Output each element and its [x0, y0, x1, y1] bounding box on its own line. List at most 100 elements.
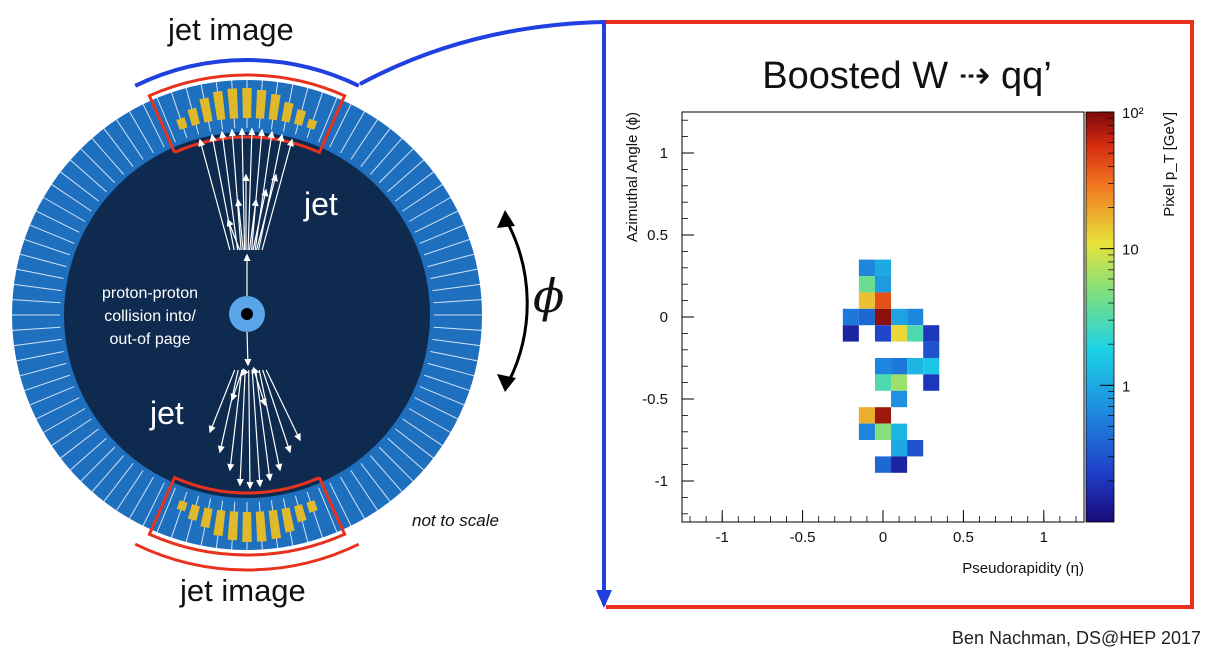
calorimeter-cell-divider — [13, 338, 62, 347]
calorimeter-cell-divider — [116, 119, 144, 160]
track — [247, 128, 253, 251]
track-arrowhead — [275, 463, 283, 472]
calorimeter-cell-divider — [103, 463, 134, 502]
collision-label-line1: proton-proton — [102, 285, 198, 302]
track — [255, 174, 277, 251]
track-arrowhead — [277, 133, 285, 142]
calorimeter-cell-divider — [142, 104, 165, 148]
calorimeter-cell-divider — [430, 268, 478, 280]
calorimeter-cell-divider — [423, 374, 470, 392]
energy-deposit-top — [281, 101, 294, 123]
heatmap-pixel — [874, 308, 892, 326]
track-arrowhead — [244, 358, 252, 367]
energy-deposit-top — [306, 118, 318, 130]
track-arrowhead — [208, 425, 216, 434]
calorimeter-cell-divider — [60, 428, 99, 459]
calorimeter-cell-divider — [43, 408, 86, 433]
phi-arrowhead-bottom — [497, 374, 516, 392]
track — [229, 369, 243, 471]
calorimeter-cell-divider — [103, 128, 134, 167]
heatmap-pixel — [907, 440, 924, 457]
energy-deposit-bottom — [293, 504, 307, 523]
energy-deposit-top — [227, 88, 239, 119]
calorimeter-cell-divider — [340, 476, 365, 519]
not-to-scale-note: not to scale — [412, 511, 499, 530]
track-arrowhead — [265, 473, 273, 482]
y-tick-label: 0 — [660, 309, 668, 326]
heatmap-pixel — [874, 423, 892, 440]
heatmap-pixel — [923, 374, 940, 391]
calorimeter-cell-divider — [306, 92, 324, 139]
heatmap-pixel — [858, 292, 875, 309]
calorimeter-cell-divider — [80, 446, 116, 482]
track — [231, 129, 242, 251]
calorimeter-cell-divider — [414, 397, 458, 420]
track-arrowhead — [219, 130, 227, 139]
calorimeter-cell-divider — [51, 418, 92, 446]
track-arrowhead — [256, 479, 264, 488]
calorimeter-cell-divider — [36, 397, 80, 420]
calorimeter-cell-divider — [350, 470, 378, 511]
track-arrowhead — [243, 253, 251, 262]
calorimeter-cell-divider — [360, 463, 391, 502]
calorimeter-cell-divider — [129, 111, 154, 154]
calorimeter-cell-divider — [369, 455, 403, 493]
track — [211, 134, 235, 251]
heatmap-pixel — [891, 325, 908, 342]
x-tick-label: 1 — [1040, 529, 1048, 546]
energy-deposit-top — [212, 90, 226, 121]
heatmap-panel-border — [606, 20, 1194, 609]
particle-tracks — [198, 127, 301, 490]
energy-deposit-bottom — [227, 511, 239, 541]
phi-arrowhead-top — [497, 210, 515, 228]
track-arrowhead — [271, 173, 278, 182]
heatmap-pixel — [907, 308, 924, 326]
calorimeter-cell-divider — [419, 386, 465, 406]
calorimeter-cell-divider — [51, 184, 92, 212]
energy-deposit-bottom — [187, 504, 201, 521]
colorbar-tick-label: 1 — [1122, 378, 1130, 395]
track — [241, 128, 246, 251]
heatmap-pixel — [874, 358, 892, 375]
heatmap-pixel — [874, 292, 892, 309]
calorimeter-cell-divider — [329, 104, 352, 148]
axes: -1 -0.5 0 0.5 1 -1 -0.5 0 0.5 1 — [642, 119, 1077, 546]
track-arrowhead — [238, 127, 246, 136]
calorimeter-cell-divider — [318, 97, 338, 143]
calorimeter-cell-divider — [24, 238, 71, 256]
calorimeter-cell-divider — [395, 171, 434, 202]
energy-deposit-bottom — [281, 507, 295, 533]
calorimeter-cell-divider — [19, 362, 67, 377]
heatmap-pixel — [858, 423, 875, 440]
colorbar-label: Pixel p_T [GeV] — [1161, 112, 1178, 217]
calorimeter-cell-divider — [24, 374, 71, 392]
calorimeter-cell-divider — [423, 238, 470, 256]
track — [253, 369, 266, 406]
heatmap-pixel — [891, 456, 908, 473]
x-tick-label: 0.5 — [953, 529, 974, 546]
energy-deposit-top — [268, 93, 281, 121]
colorbar-tick-label: 10² — [1122, 105, 1144, 122]
credit-footer: Ben Nachman, DS@HEP 2017 — [951, 628, 1201, 648]
calorimeter-cell-divider — [19, 253, 67, 268]
calorimeter-cell-divider — [360, 128, 391, 167]
track-arrowhead — [286, 138, 294, 147]
calorimeter-cell-divider — [340, 111, 365, 154]
calorimeter-cell-divider — [12, 326, 61, 331]
calorimeter-cell-divider — [69, 437, 107, 471]
heatmap-pixel — [891, 374, 908, 391]
calorimeter-cell-divider — [408, 408, 451, 433]
track-arrowhead — [267, 130, 275, 139]
track — [199, 139, 231, 251]
heatmap-cells — [842, 259, 940, 473]
y-tick-label: -1 — [655, 473, 668, 490]
calorimeter-cell-divider — [387, 437, 425, 471]
track-arrowhead — [251, 366, 260, 374]
calorimeter-cell-divider — [170, 92, 188, 139]
heatmap-pixel — [923, 358, 940, 375]
heatmap-pixel — [891, 358, 908, 375]
track-arrowhead — [294, 433, 301, 442]
calorimeter-cell-divider — [306, 491, 324, 538]
